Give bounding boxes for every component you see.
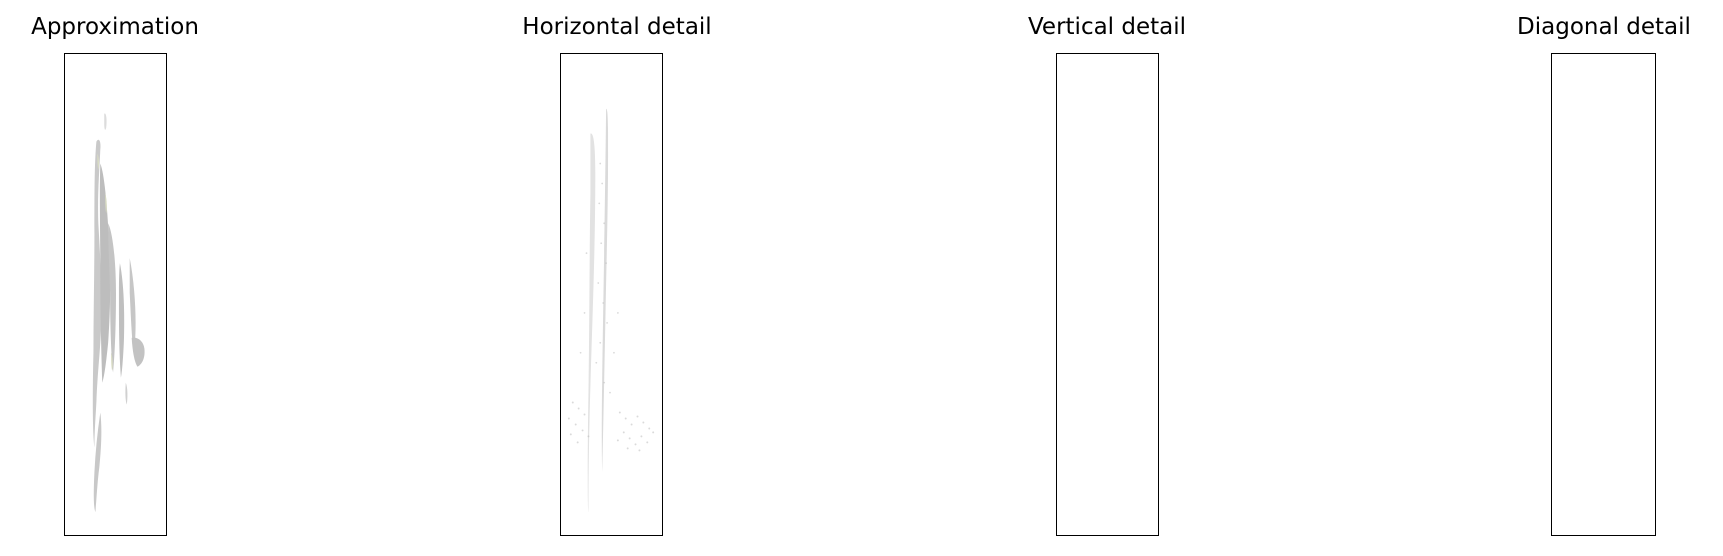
diagonal-detail-title: Diagonal detail: [1517, 14, 1691, 40]
approximation-image: [64, 53, 167, 536]
diagonal-detail-image: [1551, 53, 1656, 536]
vertical-detail-title: Vertical detail: [1027, 14, 1187, 40]
horizontal-detail-title: Horizontal detail: [522, 14, 712, 40]
approximation-texture: [92, 113, 145, 513]
horizontal-detail-texture: [567, 108, 655, 513]
approximation-title: Approximation: [31, 14, 199, 40]
horizontal-detail-image: [560, 53, 663, 536]
vertical-detail-image: [1056, 53, 1159, 536]
